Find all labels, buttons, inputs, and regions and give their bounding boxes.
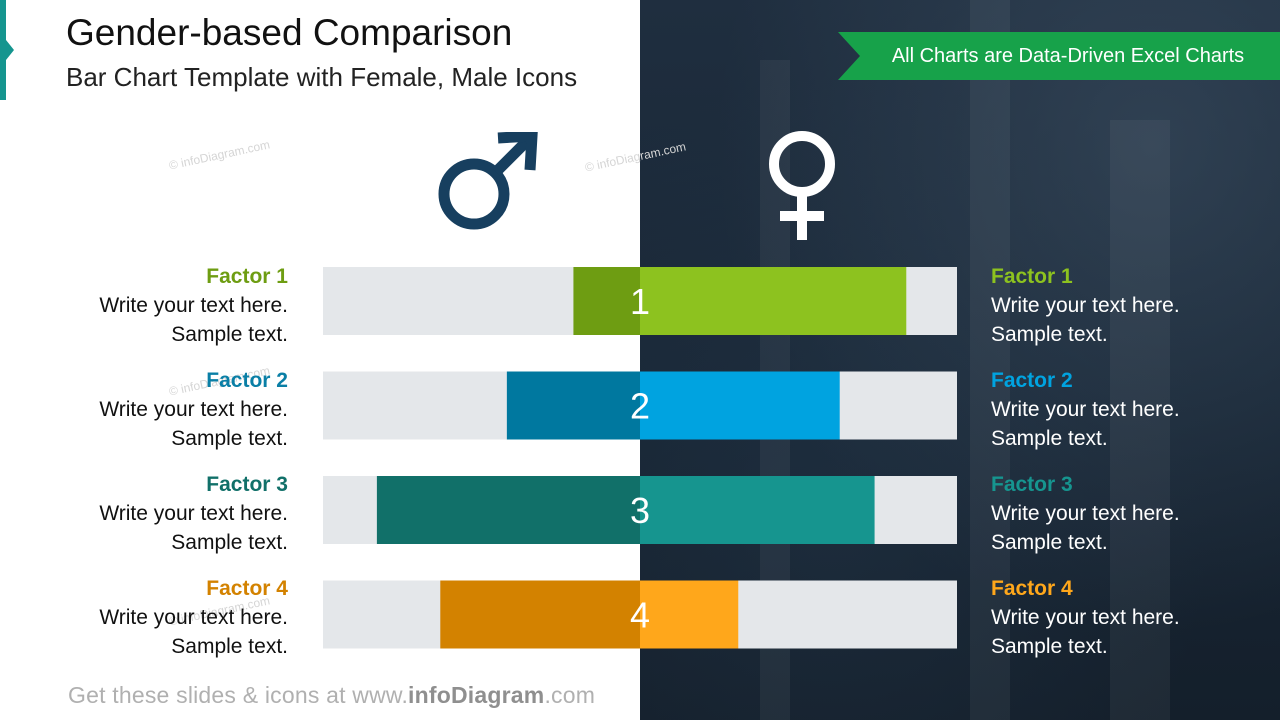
male-bar-2	[506, 371, 640, 440]
factor-text: Write your text here.	[991, 606, 1180, 629]
factor-text: Write your text here.	[991, 502, 1180, 525]
female-bar-3	[640, 476, 875, 544]
factor-name: Factor 3	[991, 473, 1073, 496]
left-label-factor-1: Factor 1 Write your text here. Sample te…	[40, 262, 288, 349]
factor-name: Factor 2	[991, 369, 1073, 392]
left-label-factor-4: Factor 4 Write your text here. Sample te…	[40, 574, 288, 661]
accent-bar	[0, 0, 14, 100]
bar-number-label: 2	[630, 386, 650, 427]
female-symbol-icon	[764, 128, 840, 244]
footer-brand: infoDiagram	[408, 682, 545, 708]
factor-sample: Sample text.	[171, 531, 288, 554]
right-label-factor-1: Factor 1 Write your text here. Sample te…	[991, 262, 1271, 349]
data-driven-ribbon: All Charts are Data-Driven Excel Charts	[838, 32, 1280, 80]
factor-text: Write your text here.	[99, 502, 288, 525]
right-label-factor-4: Factor 4 Write your text here. Sample te…	[991, 574, 1271, 661]
factor-sample: Sample text.	[171, 635, 288, 658]
factor-text: Write your text here.	[991, 398, 1180, 421]
factor-name: Factor 1	[206, 265, 288, 288]
factor-sample: Sample text.	[991, 427, 1108, 450]
factor-text: Write your text here.	[99, 606, 288, 629]
page-title: Gender-based Comparison	[66, 12, 513, 53]
factor-sample: Sample text.	[991, 323, 1108, 346]
bar-number-label: 4	[630, 595, 650, 636]
right-label-factor-3: Factor 3 Write your text here. Sample te…	[991, 470, 1271, 557]
bar-number-label: 3	[630, 490, 650, 531]
left-label-factor-3: Factor 3 Write your text here. Sample te…	[40, 470, 288, 557]
factor-name: Factor 3	[206, 473, 288, 496]
female-bar-1	[640, 267, 907, 335]
male-bar-3	[376, 476, 640, 544]
factor-name: Factor 2	[206, 369, 288, 392]
factor-text: Write your text here.	[991, 294, 1180, 317]
factor-sample: Sample text.	[991, 635, 1108, 658]
left-label-factor-2: Factor 2 Write your text here. Sample te…	[40, 366, 288, 453]
male-bar-1	[573, 267, 640, 335]
footer-prefix: Get these slides & icons at www.	[68, 682, 409, 708]
footer-suffix: .com	[544, 682, 596, 708]
male-bar-4	[440, 580, 640, 649]
female-bar-4	[640, 580, 739, 649]
right-label-factor-2: Factor 2 Write your text here. Sample te…	[991, 366, 1271, 453]
factor-sample: Sample text.	[171, 427, 288, 450]
factor-name: Factor 4	[206, 577, 288, 600]
factor-text: Write your text here.	[99, 294, 288, 317]
footer: Get these slides & icons at www.infoDiag…	[68, 682, 640, 709]
page-subtitle: Bar Chart Template with Female, Male Ico…	[66, 62, 578, 92]
factor-name: Factor 1	[991, 265, 1073, 288]
factor-name: Factor 4	[991, 577, 1073, 600]
male-symbol-icon	[436, 130, 540, 232]
factor-sample: Sample text.	[171, 323, 288, 346]
female-bar-2	[640, 371, 840, 440]
factor-text: Write your text here.	[99, 398, 288, 421]
bar-number-label: 1	[630, 281, 650, 322]
factor-sample: Sample text.	[991, 531, 1108, 554]
